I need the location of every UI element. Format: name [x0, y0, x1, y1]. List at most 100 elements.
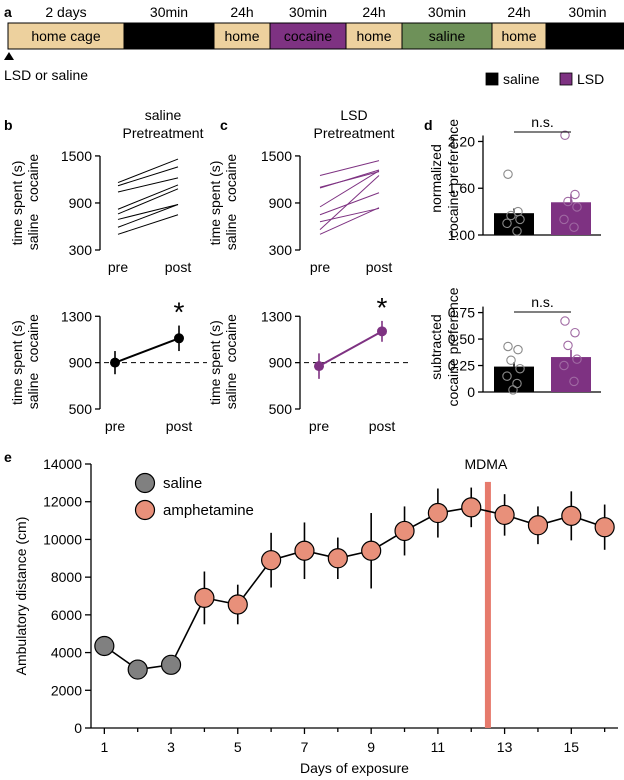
d-bottom-point-LSD-0: [560, 316, 570, 326]
e-xtick-label-5: 5: [234, 739, 242, 755]
e-xtick-label-7: 7: [301, 739, 309, 755]
e-series-line: [103, 506, 605, 671]
b-bottom-mean-point-post: [174, 333, 184, 344]
timeline-segment-4: [345, 22, 403, 50]
c-top-series-line-5: [319, 207, 380, 223]
c-bottom-mean-point-post: [377, 326, 387, 337]
c-top-ytick-label-2: 1500: [261, 148, 292, 164]
d-top-ylabel-line-0: normalized: [428, 144, 444, 212]
timeline-duration-6: 24h: [507, 4, 530, 20]
d-top-point-saline-0: [503, 169, 513, 179]
b-bottom-ylabel: time spent (s): [9, 320, 25, 405]
legend-swatch-saline: [485, 72, 499, 86]
d-top-ytick-label-2: 2.20: [448, 133, 475, 149]
timeline-segment-7: [545, 22, 624, 50]
c-top-series-line-6: [319, 175, 380, 230]
b-bottom-xtick-label-pre: pre: [105, 418, 125, 434]
e-xtick-label-11: 11: [431, 739, 446, 755]
e-ytick-label-1: 2000: [51, 682, 82, 698]
chart-c-lsd-pretreatment-individual: 300 900 1500 pre post LSD Pretreatment time spe…: [207, 107, 395, 275]
b-bottom-series-line-0: [114, 337, 180, 364]
timeline-duration-5: 30min: [428, 4, 466, 20]
d-top-bar-saline: [494, 213, 534, 235]
timeline-segment-2: [213, 22, 271, 50]
d-top-point-LSD-3: [572, 202, 582, 212]
e-legend-label-saline: saline: [163, 475, 202, 492]
e-xtick-label-1: 1: [100, 739, 108, 755]
timeline-segment-label-2: home: [224, 28, 259, 44]
b-top-series-line-1: [117, 166, 179, 187]
e-xtick-label-3: 3: [167, 739, 175, 755]
e-ylabel: Ambulatory distance (cm): [13, 517, 29, 676]
d-top-point-LSD-2: [563, 196, 573, 207]
b-top-title-line-0: saline: [145, 107, 182, 123]
d-bottom-point-saline-0: [503, 341, 513, 352]
b-bottom-ytick-label-2: 1300: [61, 308, 92, 324]
d-top-point-saline-2: [506, 210, 516, 221]
c-top-ylabel: time spent (s): [207, 161, 223, 246]
c-top-title-line-1: Pretreatment: [314, 125, 395, 141]
timeline-segment-3: [269, 22, 347, 50]
c-bottom-xtick-label-pre: pre: [309, 418, 329, 434]
b-top-xtick-label-pre: pre: [108, 259, 128, 275]
d-bottom-point-LSD-1: [570, 327, 580, 338]
d-top-ytick-label-0: 1.00: [448, 227, 475, 243]
e-mdma-line: [484, 481, 491, 728]
e-point-day-16: [594, 517, 615, 538]
b-top-series-line-6: [117, 204, 179, 228]
chart-b-saline-pretreatment-individual: 300 900 1500 pre post saline Pretreatment time …: [9, 107, 204, 275]
d-top-significance-label: n.s.: [531, 114, 554, 130]
d-bottom-point-saline-3: [515, 363, 525, 374]
d-top-point-LSD-0: [560, 130, 570, 140]
legend-label-saline: saline: [503, 71, 540, 87]
timeline-duration-3: 30min: [289, 4, 327, 20]
e-point-day-15: [561, 505, 582, 526]
panel-label-d: d: [424, 117, 433, 133]
c-top-ylabel-bottom: saline: [223, 214, 239, 251]
b-top-series-line-0: [117, 158, 179, 184]
c-top-series-line-0: [319, 160, 380, 177]
e-point-day-8: [327, 548, 348, 569]
c-bottom-ylabel-top: cocaine: [223, 314, 239, 362]
e-point-day-1: [94, 635, 115, 657]
e-point-day-2: [127, 659, 148, 680]
chart-c-lsd-pretreatment-mean: 500 900 1300 pre post time spent (s) cocaine sa…: [207, 292, 410, 434]
e-ytick-label-2: 4000: [51, 645, 82, 661]
panel-label-a: a: [4, 4, 12, 20]
e-ytick-label-6: 12000: [43, 494, 82, 510]
chart-b-saline-pretreatment-mean: 500 900 1300 pre post time spent (s) cocaine sa…: [9, 297, 207, 434]
d-top-point-LSD-1: [570, 189, 580, 200]
timeline-segment-label-4: home: [356, 28, 391, 44]
e-xtick-label-9: 9: [367, 739, 375, 755]
b-top-series-line-2: [117, 177, 179, 193]
d-top-point-saline-3: [515, 214, 525, 225]
e-ytick-label-3: 6000: [51, 607, 82, 623]
legend-saline-lsd: saline LSD: [485, 71, 604, 87]
b-top-ytick-label-2: 1500: [61, 148, 92, 164]
e-point-day-3: [160, 654, 182, 675]
b-bottom-mean-point-pre: [110, 357, 120, 368]
b-top-series-line-5: [117, 204, 179, 220]
d-bottom-point-saline-2: [506, 355, 516, 365]
e-xtick-label-13: 13: [497, 739, 513, 755]
c-bottom-mean-point-pre: [314, 361, 324, 372]
d-bottom-point-LSD-2: [563, 340, 573, 351]
c-bottom-ytick-label-2: 1300: [261, 308, 292, 324]
b-top-title-line-1: Pretreatment: [123, 125, 204, 141]
b-top-ylabel-bottom: saline: [25, 214, 41, 251]
c-bottom-ylabel-bottom: saline: [223, 373, 239, 410]
panel-label-c: c: [220, 117, 228, 133]
triangle-marker-icon: [4, 52, 14, 60]
b-top-ylabel: time spent (s): [9, 161, 25, 246]
legend-label-LSD: LSD: [577, 71, 604, 87]
c-top-title-line-0: LSD: [340, 107, 367, 123]
e-point-day-4: [194, 587, 215, 608]
e-point-day-7: [294, 540, 315, 561]
c-bottom-ytick-label-0: 500: [269, 401, 293, 417]
d-top-point-saline-4: [502, 218, 512, 229]
c-bottom-ytick-label-1: 900: [269, 355, 293, 371]
e-point-day-14: [527, 515, 549, 536]
